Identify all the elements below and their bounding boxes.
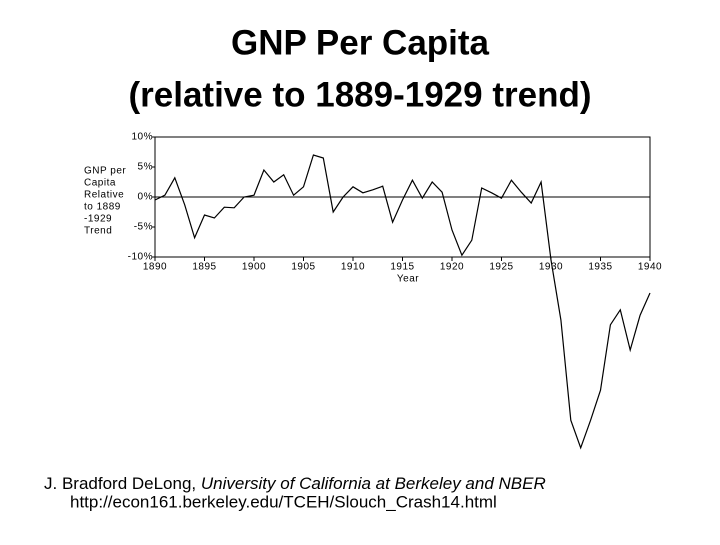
y-axis-label: GNP per <box>84 166 126 177</box>
title-line: GNP Per Capita <box>231 23 490 62</box>
x-tick-label: 1905 <box>291 262 315 273</box>
y-tick-label: 10% <box>131 132 153 143</box>
author: J. Bradford DeLong, <box>44 474 196 493</box>
x-axis-label: Year <box>397 274 419 285</box>
x-tick-label: 1895 <box>192 262 216 273</box>
data-line <box>154 154 651 450</box>
x-tick-label: 1915 <box>390 262 414 273</box>
x-tick-label: 1925 <box>489 262 513 273</box>
y-axis-label: Relative <box>84 190 124 201</box>
x-tick-label: 1890 <box>143 262 167 273</box>
y-tick-label: 0% <box>138 192 153 203</box>
y-tick-label: -5% <box>134 222 153 233</box>
y-axis-label: Trend <box>84 226 112 237</box>
x-tick-label: 1935 <box>588 262 612 273</box>
footer-author: J. Bradford DeLong, University of Califo… <box>44 474 546 493</box>
x-tick-label: 1940 <box>638 262 662 273</box>
y-axis-label: -1929 <box>84 214 112 225</box>
y-tick-label: -10% <box>128 252 153 263</box>
x-tick-label: 1930 <box>539 262 563 273</box>
x-tick-label: 1920 <box>440 262 464 273</box>
x-tick-label: 1910 <box>341 262 365 273</box>
affiliation: University of California at Berkeley and… <box>201 474 546 493</box>
footer-url: http://econ161.berkeley.edu/TCEH/Slouch_… <box>70 492 497 511</box>
y-axis-label: Capita <box>84 178 116 189</box>
title-line: (relative to 1889-1929 trend) <box>129 75 592 114</box>
y-axis-label: to 1889 <box>84 202 121 213</box>
y-tick-label: 5% <box>138 162 153 173</box>
x-tick-label: 1900 <box>242 262 266 273</box>
